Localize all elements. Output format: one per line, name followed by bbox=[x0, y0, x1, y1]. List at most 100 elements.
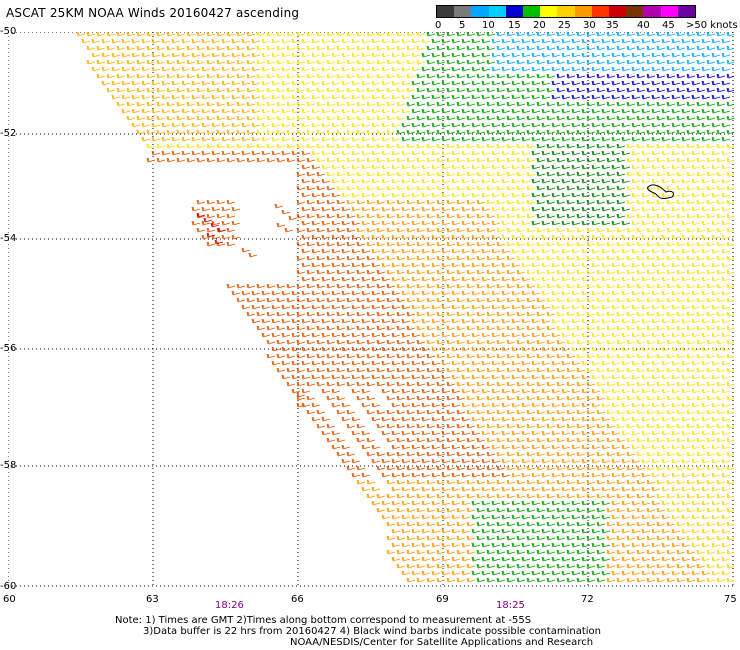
wind-barb bbox=[446, 479, 456, 485]
wind-barb bbox=[401, 500, 411, 506]
wind-barb bbox=[471, 52, 481, 58]
wind-barb bbox=[716, 185, 726, 191]
wind-barb bbox=[666, 157, 676, 163]
wind-barb bbox=[681, 318, 691, 324]
wind-barb bbox=[651, 542, 661, 548]
wind-barb bbox=[516, 297, 526, 303]
wind-barb bbox=[526, 87, 536, 93]
wind-barb bbox=[156, 45, 166, 51]
wind-barb bbox=[451, 514, 461, 520]
wind-barb bbox=[611, 80, 621, 86]
wind-barb bbox=[366, 129, 376, 135]
wind-barb bbox=[391, 318, 401, 324]
wind-barb bbox=[291, 122, 301, 128]
wind-barb bbox=[636, 87, 646, 93]
wind-barb bbox=[126, 87, 136, 93]
wind-barb bbox=[541, 318, 551, 324]
wind-barb bbox=[681, 290, 691, 296]
wind-barb bbox=[696, 353, 706, 359]
wind-barb bbox=[666, 171, 676, 177]
wind-barb bbox=[306, 87, 316, 93]
wind-barb bbox=[496, 367, 506, 373]
wind-barb bbox=[551, 122, 561, 128]
wind-barb bbox=[706, 409, 716, 415]
wind-barb bbox=[521, 304, 531, 310]
wind-barb bbox=[246, 87, 256, 93]
wind-barb bbox=[546, 325, 556, 331]
wind-barb bbox=[441, 206, 451, 212]
wind-barb bbox=[406, 325, 416, 331]
wind-barb bbox=[571, 346, 581, 352]
wind-barb bbox=[446, 381, 456, 387]
wind-barb bbox=[626, 73, 636, 79]
wind-barb bbox=[686, 507, 696, 513]
wind-barb bbox=[471, 570, 481, 576]
wind-barb bbox=[561, 290, 571, 296]
wind-barb bbox=[571, 52, 581, 58]
wind-barb bbox=[501, 388, 511, 394]
wind-barb bbox=[166, 45, 176, 51]
wind-barb bbox=[571, 360, 581, 366]
wind-barb bbox=[336, 409, 346, 415]
wind-barb bbox=[636, 213, 646, 219]
wind-barb bbox=[706, 563, 716, 569]
wind-barb bbox=[416, 101, 426, 107]
wind-barb bbox=[311, 360, 321, 366]
wind-barb bbox=[496, 409, 506, 415]
wind-barb bbox=[371, 290, 381, 296]
wind-barb bbox=[606, 577, 616, 583]
wind-barb bbox=[646, 479, 656, 485]
wind-barb bbox=[711, 80, 721, 86]
wind-barb bbox=[248, 252, 258, 258]
wind-barb bbox=[711, 38, 721, 44]
wind-barb bbox=[421, 220, 431, 226]
wind-barb bbox=[676, 311, 686, 317]
wind-barb bbox=[371, 444, 381, 450]
wind-barb bbox=[546, 143, 556, 149]
wind-barb bbox=[556, 353, 566, 359]
wind-barb bbox=[596, 465, 606, 471]
wind-barb bbox=[431, 430, 441, 436]
wind-barb bbox=[461, 542, 471, 548]
wind-barb bbox=[486, 423, 496, 429]
wind-barb bbox=[101, 66, 111, 72]
wind-barb bbox=[711, 542, 721, 548]
wind-barb bbox=[436, 129, 446, 135]
wind-barb bbox=[676, 325, 686, 331]
wind-barb bbox=[421, 108, 431, 114]
wind-barb bbox=[716, 227, 726, 233]
wind-barb bbox=[276, 115, 286, 121]
wind-barb bbox=[411, 332, 421, 338]
wind-barb bbox=[461, 472, 471, 478]
wind-barb bbox=[676, 493, 686, 499]
wind-barb bbox=[616, 479, 626, 485]
wind-barb bbox=[396, 101, 406, 107]
wind-barb bbox=[646, 143, 656, 149]
wind-barb bbox=[296, 392, 306, 398]
wind-barb bbox=[406, 129, 416, 135]
wind-barb bbox=[716, 143, 726, 149]
wind-barb bbox=[571, 94, 581, 100]
wind-barb bbox=[456, 45, 466, 51]
wind-barb bbox=[436, 563, 446, 569]
wind-barb bbox=[511, 304, 521, 310]
wind-barb bbox=[481, 248, 491, 254]
wind-barb bbox=[521, 416, 531, 422]
wind-barb bbox=[541, 248, 551, 254]
wind-barb bbox=[651, 556, 661, 562]
wind-barb bbox=[596, 493, 606, 499]
wind-barb bbox=[221, 66, 231, 72]
wind-barb bbox=[426, 143, 436, 149]
wind-barb bbox=[636, 353, 646, 359]
wind-barb bbox=[186, 45, 196, 51]
wind-barb bbox=[406, 241, 416, 247]
wind-barb bbox=[581, 430, 591, 436]
wind-barb bbox=[566, 409, 576, 415]
wind-barb bbox=[666, 227, 676, 233]
wind-barb bbox=[461, 38, 471, 44]
wind-barb bbox=[341, 136, 351, 142]
wind-barb bbox=[546, 507, 556, 513]
wind-barb bbox=[521, 136, 531, 142]
wind-barb bbox=[306, 143, 316, 149]
wind-barb bbox=[421, 136, 431, 142]
